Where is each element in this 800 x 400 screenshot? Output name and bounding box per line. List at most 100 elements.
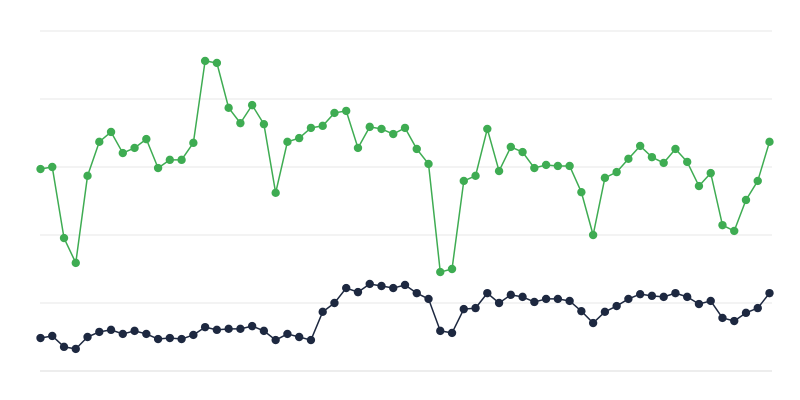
navy-series-point <box>682 292 692 302</box>
green-series-point <box>647 152 657 162</box>
green-series-point <box>471 171 480 181</box>
green-series-point <box>400 123 410 133</box>
green-series-point <box>753 176 762 186</box>
navy-series-point <box>165 333 175 343</box>
green-series-point <box>588 230 598 240</box>
navy-series-point <box>600 307 610 317</box>
green-series-point <box>200 56 210 66</box>
green-series-point <box>612 167 621 177</box>
green-series-point <box>283 137 292 147</box>
green-series-point <box>682 157 692 167</box>
navy-series-point <box>635 289 645 299</box>
green-series-point <box>389 129 398 139</box>
navy-series-point <box>83 332 92 342</box>
navy-series-point <box>189 330 198 340</box>
green-series-point <box>659 158 668 168</box>
navy-series-point <box>247 321 257 331</box>
navy-series-line <box>40 283 771 350</box>
green-series-point <box>224 103 233 113</box>
green-series-point <box>177 155 186 165</box>
navy-series-point <box>565 296 574 306</box>
green-series-point <box>718 220 727 230</box>
navy-series-point <box>106 325 116 335</box>
navy-series-point <box>377 281 386 291</box>
navy-series-point <box>400 280 410 290</box>
green-series-point <box>259 119 269 129</box>
navy-series-point <box>647 291 657 301</box>
green-series-point <box>189 138 198 148</box>
navy-series-point <box>118 329 128 339</box>
green-series-point <box>565 161 574 171</box>
gridlines <box>40 30 772 372</box>
green-series-point <box>530 163 539 173</box>
navy-series-point <box>71 344 80 354</box>
green-series-point <box>518 147 527 157</box>
navy-series-point <box>459 304 468 314</box>
navy-series-point <box>342 283 351 293</box>
green-series-point <box>59 233 69 243</box>
green-series-point <box>553 161 563 171</box>
green-series-point <box>142 134 151 144</box>
green-series-point <box>377 124 386 134</box>
navy-series-point <box>130 326 139 336</box>
navy-series-point <box>59 342 69 352</box>
green-series-point <box>483 124 492 134</box>
green-series-point <box>106 127 116 137</box>
navy-series-point <box>483 288 492 298</box>
navy-series-point <box>389 283 398 293</box>
green-series-point <box>577 187 586 197</box>
green-series-point <box>48 162 57 172</box>
navy-series-point <box>153 334 163 344</box>
green-series-point <box>412 144 421 154</box>
navy-series-point <box>330 298 339 308</box>
navy-series-point <box>471 303 480 313</box>
green-series-point <box>494 166 504 176</box>
navy-series-point <box>718 313 727 323</box>
navy-series-point <box>494 298 504 308</box>
navy-series-point <box>306 335 316 345</box>
navy-series-point <box>177 334 186 344</box>
navy-series-point <box>212 325 222 335</box>
navy-series-point <box>694 299 704 309</box>
navy-series-point <box>753 303 762 313</box>
green-series-point <box>153 163 163 173</box>
navy-series-point <box>95 327 104 337</box>
green-series-point <box>71 258 80 268</box>
navy-series-point <box>553 294 563 304</box>
green-series-point <box>353 143 363 153</box>
green-series-point <box>694 181 704 191</box>
navy-series-point <box>447 328 457 338</box>
green-series-point <box>271 188 280 198</box>
green-series-point <box>459 176 468 186</box>
navy-series-point <box>200 322 210 332</box>
navy-series-point <box>506 290 516 300</box>
green-series-point <box>212 58 222 68</box>
navy-series-point <box>765 288 774 298</box>
navy-series <box>36 279 774 354</box>
green-series-point <box>706 168 715 178</box>
navy-series-point <box>518 292 527 302</box>
green-series-point <box>424 159 433 169</box>
navy-series-point <box>671 288 680 298</box>
green-series-point <box>330 108 339 118</box>
green-series-point <box>36 164 45 174</box>
green-series-point <box>765 137 774 147</box>
navy-series-point <box>730 316 739 326</box>
green-series-point <box>236 118 245 128</box>
green-series-point <box>600 173 610 183</box>
navy-series-point <box>283 329 292 339</box>
green-series-point <box>436 267 445 277</box>
green-series-point <box>247 100 257 110</box>
green-series-point <box>83 171 92 181</box>
navy-series-point <box>659 292 668 302</box>
navy-series-point <box>142 329 151 339</box>
navy-series-point <box>353 287 363 297</box>
navy-series-point <box>530 297 539 307</box>
navy-series-point <box>236 324 245 334</box>
green-series-point <box>95 137 104 147</box>
navy-series-point <box>612 301 621 311</box>
green-series-point <box>318 121 327 131</box>
green-series-point <box>306 123 316 133</box>
green-series-point <box>506 142 516 152</box>
navy-series-point <box>624 294 633 304</box>
